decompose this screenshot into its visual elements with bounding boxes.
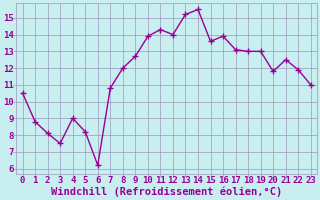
X-axis label: Windchill (Refroidissement éolien,°C): Windchill (Refroidissement éolien,°C) xyxy=(51,187,282,197)
